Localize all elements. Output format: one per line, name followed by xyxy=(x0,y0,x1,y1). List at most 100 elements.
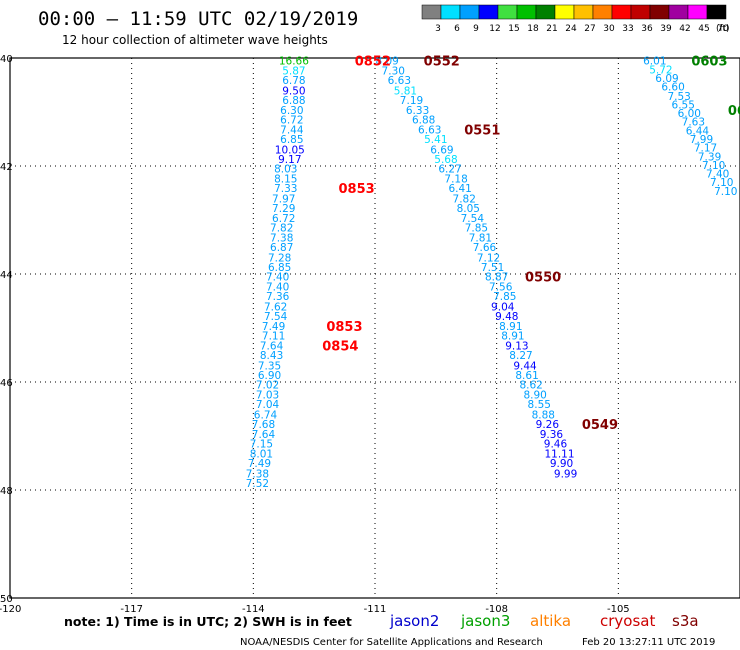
wave-height-point: 7.38 xyxy=(246,468,269,480)
wave-height-point: 6.27 xyxy=(438,164,461,176)
colorbar-swatch xyxy=(440,4,461,20)
wave-height-point: 7.28 xyxy=(268,252,291,264)
wave-height-point: 7.99 xyxy=(690,134,713,146)
plot-grid xyxy=(9,57,740,599)
wave-height-point: 6.90 xyxy=(258,370,281,382)
pass-time-label: 0854 xyxy=(322,339,358,354)
wave-height-point: 8.27 xyxy=(509,350,532,362)
colorbar-label: 12 xyxy=(489,24,500,34)
wave-height-point: 6.88 xyxy=(282,95,305,107)
colorbar-swatch xyxy=(668,4,689,20)
y-tick-label: 50 xyxy=(0,594,13,605)
colorbar-unit: (ft) xyxy=(716,24,730,34)
wave-height-point: 7.10 xyxy=(710,177,733,189)
wave-height-point: 6.87 xyxy=(270,242,293,254)
y-tick-label: 40 xyxy=(0,54,13,65)
wave-height-point: 8.03 xyxy=(274,164,297,176)
y-tick-label: 48 xyxy=(0,486,13,497)
wave-height-point: 7.10 xyxy=(714,186,737,198)
wave-height-point: 6.72 xyxy=(280,115,303,127)
note-text: note: 1) Time is in UTC; 2) SWH is in fe… xyxy=(64,614,352,629)
wave-height-point: 5.72 xyxy=(649,64,672,76)
legend-entry-jason2: jason2 xyxy=(389,612,439,630)
wave-height-point: 8.15 xyxy=(274,173,297,185)
wave-height-point: 8.43 xyxy=(260,350,283,362)
colorbar-swatch xyxy=(573,4,594,20)
wave-height-point: 7.85 xyxy=(465,223,488,235)
wave-height-point: 8.90 xyxy=(523,389,546,401)
colorbar-label: 18 xyxy=(527,24,539,34)
x-tick-label: -108 xyxy=(485,604,508,615)
colorbar-label: 15 xyxy=(508,24,519,34)
wave-height-point: 7.19 xyxy=(400,95,423,107)
footer-timestamp: Feb 20 13:27:11 UTC 2019 xyxy=(582,637,715,648)
wave-height-point: 6.30 xyxy=(280,105,303,117)
colorbar-label: 9 xyxy=(473,24,479,34)
wave-height-point: 6.55 xyxy=(672,99,695,111)
colorbar-label: 30 xyxy=(603,24,615,34)
legend-entry-jason3: jason3 xyxy=(460,612,510,630)
colorbar-swatch xyxy=(516,4,537,20)
colorbar-label: 24 xyxy=(565,24,577,34)
wave-height-point: 7.49 xyxy=(262,321,285,333)
wave-height-point: 7.53 xyxy=(667,91,690,103)
wave-height-point: 5.81 xyxy=(394,85,417,97)
wave-height-point: 6.33 xyxy=(406,105,429,117)
wave-height-point: 8.55 xyxy=(528,399,551,411)
wave-height-point: 6.63 xyxy=(418,124,441,136)
wave-height-point: 9.44 xyxy=(513,360,537,372)
colorbar-swatch xyxy=(421,4,442,20)
wave-height-point: 8.01 xyxy=(250,448,273,460)
wave-height-point: 7.18 xyxy=(444,173,467,185)
wave-height-point: 7.15 xyxy=(250,439,273,451)
pass-time-label: 0853 xyxy=(326,320,362,335)
wave-height-point: 7.36 xyxy=(266,291,290,303)
legend-entry-s3a: s3a xyxy=(672,612,699,630)
wave-height-point: 7.02 xyxy=(256,380,279,392)
colorbar-label: 36 xyxy=(641,24,653,34)
wave-height-point: 7.33 xyxy=(274,183,297,195)
wave-height-point: 8.91 xyxy=(499,321,522,333)
wave-height-point: 7.85 xyxy=(493,291,516,303)
wave-height-point: 6.63 xyxy=(388,75,411,87)
colorbar: 3 6 9 12 15 18 21 24 27 30 33 36 39 42 45 70 xyxy=(421,4,729,34)
x-tick-label: -120 xyxy=(0,604,21,615)
wave-height-point: 8.91 xyxy=(501,331,524,343)
chart-title: 00:00 – 11:59 UTC 02/19/2019 xyxy=(38,8,358,30)
wave-height-point: 7.40 xyxy=(266,281,289,293)
wave-height-point: 9.48 xyxy=(495,311,518,323)
wave-height-point: 5.68 xyxy=(434,154,457,166)
wave-height-point: 7.38 xyxy=(270,232,293,244)
wave-height-point: 7.49 xyxy=(248,458,271,470)
wave-height-point: 6.78 xyxy=(282,75,305,87)
wave-height-point: 6.41 xyxy=(448,183,471,195)
y-tick-label: 44 xyxy=(0,270,13,281)
pass-time-labels: 0852 0853 0853 0854 0552 0551 0550 0549 0603 0604 xyxy=(322,55,740,433)
pass-time-label: 0551 xyxy=(464,123,500,138)
colorbar-swatch xyxy=(459,4,480,20)
x-tick-label: -114 xyxy=(242,604,265,615)
axis-ticks: -120 -117 -114 -111 -108 -105 40 42 44 46 48 50 xyxy=(0,54,630,615)
wave-height-point: 11.11 xyxy=(544,448,574,460)
pass-time-label: 0550 xyxy=(525,271,561,286)
colorbar-swatch xyxy=(497,4,518,20)
wave-height-point: 8.09 xyxy=(375,56,398,68)
wave-height-point: 7.81 xyxy=(469,232,492,244)
wave-height-point: 7.35 xyxy=(258,360,281,372)
wave-height-point: 7.82 xyxy=(453,193,476,205)
colorbar-label: 3 xyxy=(435,24,441,34)
colorbar-swatch xyxy=(706,4,727,20)
wave-height-point: 8.05 xyxy=(457,203,480,215)
pass-time-label: 0604 xyxy=(728,104,740,119)
wave-height-point: 7.17 xyxy=(694,143,717,155)
wave-height-point: 7.39 xyxy=(698,151,721,163)
colorbar-swatch xyxy=(611,4,632,20)
wave-height-point: 6.00 xyxy=(678,108,701,120)
footer-credit: NOAA/NESDIS Center for Satellite Applica… xyxy=(240,637,543,648)
wave-height-point: 9.04 xyxy=(491,301,515,313)
wave-height-point: 9.99 xyxy=(554,468,577,480)
y-tick-label: 46 xyxy=(0,378,13,389)
wave-height-point: 6.01 xyxy=(643,56,666,68)
pass-time-label: 0852 xyxy=(355,55,391,70)
colorbar-label: 27 xyxy=(584,24,595,34)
